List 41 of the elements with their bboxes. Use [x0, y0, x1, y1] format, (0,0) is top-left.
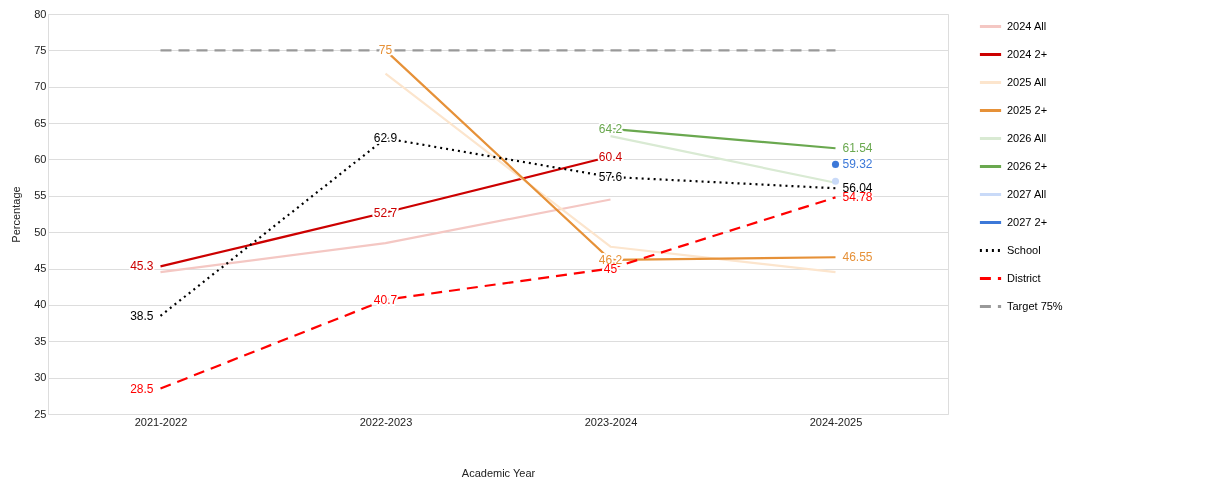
y-tick-label: 70 — [34, 80, 47, 93]
data-label: 59.32 — [842, 157, 873, 172]
x-axis-title: Academic Year — [461, 466, 536, 479]
x-tick-label: 2024-2025 — [809, 415, 863, 428]
y-tick-label: 55 — [34, 189, 47, 202]
data-label: 38.5 — [130, 308, 154, 323]
x-tick-label: 2022-2023 — [359, 415, 413, 428]
line-series — [159, 196, 837, 390]
y-tick-label: 60 — [34, 152, 47, 165]
legend-label: Target 75% — [1007, 299, 1063, 312]
data-label: 60.4 — [598, 149, 623, 164]
legend-label: 2027 2+ — [1007, 215, 1048, 228]
y-tick-label: 80 — [34, 7, 47, 20]
legend-label: 2026 All — [1007, 131, 1047, 144]
y-tick-label: 65 — [34, 116, 47, 129]
data-label: 57.6 — [598, 169, 623, 184]
y-tick-label: 50 — [34, 225, 47, 238]
data-label: 61.54 — [842, 141, 873, 156]
y-tick-label: 30 — [34, 371, 47, 384]
y-tick-label: 25 — [34, 407, 47, 420]
x-tick-label: 2021-2022 — [134, 415, 188, 428]
legend-label: 2025 All — [1007, 75, 1047, 88]
y-tick-label: 35 — [34, 334, 47, 347]
data-label: 28.5 — [130, 381, 154, 396]
data-label: 46.55 — [842, 250, 873, 265]
y-tick-label: 45 — [34, 262, 47, 275]
legend-label: 2027 All — [1007, 187, 1047, 200]
legend-label: 2026 2+ — [1007, 159, 1048, 172]
data-label: 45.3 — [130, 259, 154, 274]
data-label: 40.7 — [373, 292, 398, 307]
legend-label: 2024 All — [1007, 19, 1047, 32]
data-label: 64.2 — [598, 121, 623, 136]
y-tick-label: 40 — [34, 298, 47, 311]
y-tick-label: 75 — [34, 43, 47, 56]
x-tick-label: 2023-2024 — [584, 415, 638, 428]
legend-label: District — [1007, 271, 1041, 284]
y-axis-title: Percentage — [10, 186, 23, 243]
legend-label: 2025 2+ — [1007, 103, 1048, 116]
legend-label: School — [1007, 243, 1041, 256]
data-label: 62.9 — [373, 131, 398, 146]
legend-label: 2024 2+ — [1007, 47, 1048, 60]
